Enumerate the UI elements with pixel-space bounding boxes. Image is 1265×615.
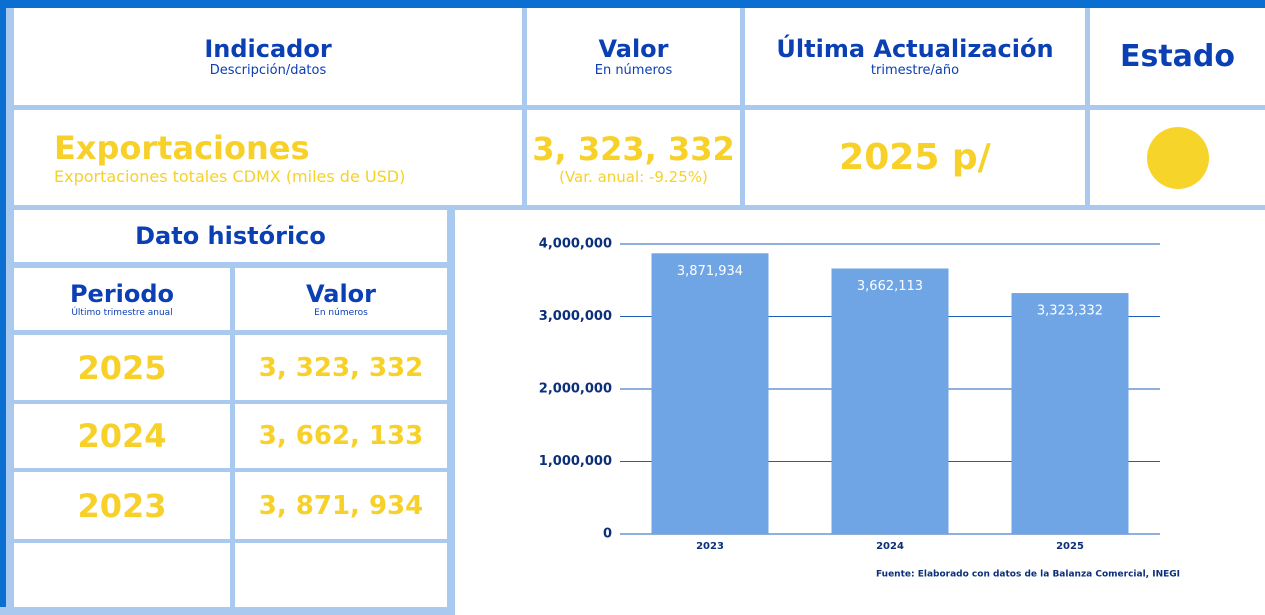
row-value: 3, 871, 934 xyxy=(258,490,424,521)
source-note: Fuente: Elaborado con datos de la Balanz… xyxy=(876,570,1180,580)
header-subtitle: En números xyxy=(594,63,673,78)
y-tick-label: 0 xyxy=(603,527,612,542)
table-cell: 2025 xyxy=(14,335,230,400)
y-tick-label: 3,000,000 xyxy=(539,309,612,324)
header-cell: Valor En números xyxy=(527,8,740,105)
row-period: 2024 xyxy=(77,417,167,455)
header-title: Valor xyxy=(598,35,669,63)
row-value: 3, 323, 332 xyxy=(258,352,424,383)
summary-cell: Exportaciones Exportaciones totales CDMX… xyxy=(14,110,522,205)
column-header: Periodo Último trimestre anual xyxy=(14,268,230,330)
summary-value: 3, 323, 332 xyxy=(532,129,735,168)
bar xyxy=(1011,293,1129,534)
column-title: Valor xyxy=(305,280,376,308)
bar xyxy=(651,253,769,534)
header-cell: Estado xyxy=(1090,8,1265,105)
chart: 0 1,000,000 2,000,000 3,000,000 4,000,000 202… xyxy=(539,237,1180,580)
summary-title: Exportaciones xyxy=(54,129,310,167)
column-subtitle: En números xyxy=(314,308,368,318)
table-cell xyxy=(14,543,230,607)
x-tick-label: 2025 xyxy=(1056,541,1084,552)
header-title: Indicador xyxy=(204,35,332,63)
x-tick-label: 2023 xyxy=(696,541,724,552)
table-cell: 2024 xyxy=(14,404,230,468)
header-title: Última Actualización xyxy=(776,35,1054,63)
data-label: 3,662,113 xyxy=(857,279,923,294)
table-cell xyxy=(235,543,447,607)
data-label: 3,871,934 xyxy=(677,264,743,279)
y-tick-label: 1,000,000 xyxy=(539,454,612,469)
chart-panel: 0 1,000,000 2,000,000 3,000,000 4,000,000 202… xyxy=(455,210,1265,615)
table-cell: 3, 871, 934 xyxy=(235,472,447,539)
row-value: 3, 662, 133 xyxy=(258,421,424,451)
header-subtitle: trimestre/año xyxy=(870,63,960,78)
summary-updated: 2025 p/ xyxy=(839,137,991,178)
history-title: Dato histórico xyxy=(135,222,326,250)
table-cell: 2023 xyxy=(14,472,230,539)
y-tick-label: 4,000,000 xyxy=(539,237,612,252)
summary-cell: 2025 p/ xyxy=(745,110,1085,205)
summary-cell: 3, 323, 332 (Var. anual: -9.25%) xyxy=(527,110,740,205)
row-period: 2023 xyxy=(77,486,167,525)
summary-description: Exportaciones totales CDMX (miles de USD… xyxy=(54,167,406,186)
summary-cell xyxy=(1090,110,1265,205)
header-title: Estado xyxy=(1119,39,1236,74)
x-tick-label: 2024 xyxy=(876,541,904,552)
header-cell: Última Actualización trimestre/año xyxy=(745,8,1085,105)
data-label: 3,323,332 xyxy=(1037,304,1103,319)
status-dot xyxy=(1146,126,1209,189)
history-title-cell: Dato histórico xyxy=(14,210,447,262)
row-period: 2025 xyxy=(77,348,167,387)
column-header: Valor En números xyxy=(235,268,447,330)
table-cell: 3, 662, 133 xyxy=(235,404,447,468)
header-cell: Indicador Descripción/datos xyxy=(14,8,522,105)
column-subtitle: Último trimestre anual xyxy=(71,308,173,318)
y-tick-label: 2,000,000 xyxy=(539,382,612,397)
column-title: Periodo xyxy=(69,280,175,308)
summary-variation: (Var. anual: -9.25%) xyxy=(559,167,708,186)
table-cell: 3, 323, 332 xyxy=(235,335,447,400)
bar xyxy=(831,268,949,534)
header-subtitle: Descripción/datos xyxy=(209,63,327,78)
